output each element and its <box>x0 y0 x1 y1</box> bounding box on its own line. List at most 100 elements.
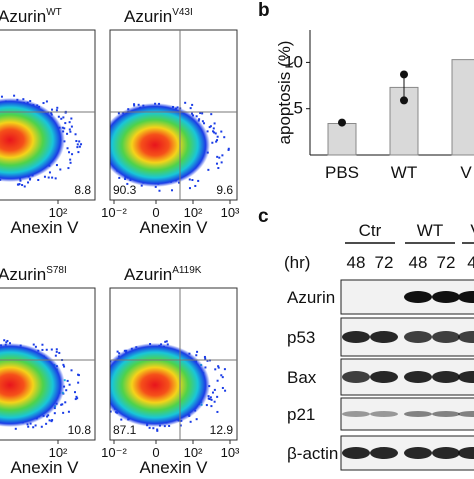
event-dot <box>133 103 135 105</box>
event-dot <box>191 179 193 181</box>
event-dot <box>71 126 73 128</box>
event-dot <box>190 421 192 423</box>
event-dot <box>68 411 70 413</box>
event-dot <box>24 185 26 187</box>
event-dot <box>77 143 79 145</box>
event-dot <box>214 389 216 391</box>
event-dot <box>100 377 102 379</box>
event-dot <box>211 399 213 401</box>
event-dot <box>196 418 198 420</box>
event-dot <box>222 387 224 389</box>
event-dot <box>207 169 209 171</box>
event-dot <box>58 352 60 354</box>
event-dot <box>214 401 216 403</box>
event-dot <box>194 185 196 187</box>
band <box>432 291 460 303</box>
x-tick-label: PBS <box>325 163 359 182</box>
event-dot <box>43 102 45 104</box>
event-dot <box>101 400 103 402</box>
event-dot <box>35 424 37 426</box>
x-tick-label: WT <box>391 163 417 182</box>
x-axis-label: Anexin V <box>10 218 79 237</box>
density <box>93 102 230 192</box>
y-tick-label: 5 <box>294 99 303 118</box>
event-dot <box>215 132 217 134</box>
x-axis-label: Anexin V <box>10 458 79 474</box>
event-dot <box>97 150 99 152</box>
event-dot <box>216 411 218 413</box>
quadrant-value: 8.8 <box>74 183 91 197</box>
event-dot <box>195 354 197 356</box>
event-dot <box>220 131 222 133</box>
row-label: Azurin <box>287 288 335 307</box>
event-dot <box>27 426 29 428</box>
density-blob <box>0 98 65 182</box>
density-blob <box>100 103 210 187</box>
event-dot <box>171 189 173 191</box>
event-dot <box>60 118 62 120</box>
event-dot <box>104 387 106 389</box>
plot-title: AzurinWT <box>0 7 62 26</box>
event-dot <box>62 364 64 366</box>
group-label: WT <box>417 221 443 240</box>
group-label: V <box>470 221 474 240</box>
event-dot <box>189 178 191 180</box>
title-text: Azurin <box>124 265 172 284</box>
event-dot <box>3 339 5 341</box>
event-dot <box>190 107 192 109</box>
event-dot <box>210 405 212 407</box>
event-dot <box>77 382 79 384</box>
event-dot <box>101 376 103 378</box>
event-dot <box>56 164 58 166</box>
event-dot <box>184 102 186 104</box>
event-dot <box>104 133 106 135</box>
time-value: 48 <box>409 253 428 272</box>
event-dot <box>67 147 69 149</box>
event-dot <box>156 430 158 432</box>
event-dot <box>56 348 58 350</box>
event-dot <box>201 112 203 114</box>
title-text: Azurin <box>124 7 172 26</box>
event-dot <box>51 420 53 422</box>
event-dot <box>99 161 101 163</box>
band <box>370 331 398 343</box>
event-dot <box>55 355 57 357</box>
band <box>432 447 460 459</box>
data-point <box>338 119 346 127</box>
event-dot <box>220 374 222 376</box>
event-dot <box>217 167 219 169</box>
event-dot <box>69 384 71 386</box>
event-dot <box>66 133 68 135</box>
event-dot <box>79 146 81 148</box>
time-value: 72 <box>375 253 394 272</box>
band <box>432 331 460 343</box>
event-dot <box>75 398 77 400</box>
event-dot <box>15 428 17 430</box>
event-dot <box>27 181 29 183</box>
event-dot <box>189 187 191 189</box>
event-dot <box>196 351 198 353</box>
event-dot <box>103 170 105 172</box>
event-dot <box>202 120 204 122</box>
quadrant-value: 90.3 <box>113 183 137 197</box>
event-dot <box>106 161 108 163</box>
event-dot <box>105 141 107 143</box>
event-dot <box>93 387 95 389</box>
event-dot <box>69 131 71 133</box>
x-axis-label: Anexin V <box>139 458 208 474</box>
x-tick-label: 10³ <box>221 205 240 220</box>
band <box>404 447 432 459</box>
event-dot <box>105 398 107 400</box>
event-dot <box>98 127 100 129</box>
event-dot <box>158 190 160 192</box>
event-dot <box>67 167 69 169</box>
event-dot <box>217 136 219 138</box>
event-dot <box>117 351 119 353</box>
event-dot <box>80 143 82 145</box>
x-tick-label: 10⁻² <box>101 205 127 220</box>
event-dot <box>32 426 34 428</box>
quadrant-value: 10.8 <box>68 423 92 437</box>
event-dot <box>76 146 78 148</box>
